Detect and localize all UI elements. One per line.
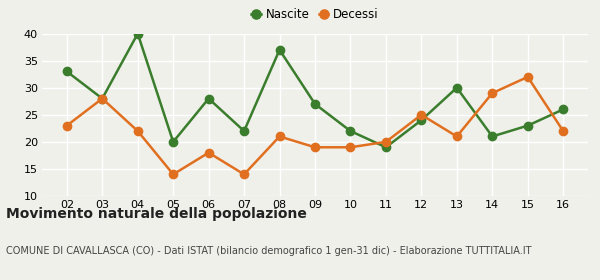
Decessi <box>524 75 532 79</box>
Nascite <box>488 135 496 138</box>
Decessi <box>98 97 106 100</box>
Nascite <box>276 48 283 52</box>
Nascite <box>560 108 567 111</box>
Text: Movimento naturale della popolazione: Movimento naturale della popolazione <box>6 207 307 221</box>
Decessi <box>276 135 283 138</box>
Decessi <box>488 92 496 95</box>
Line: Decessi: Decessi <box>62 73 568 179</box>
Decessi <box>382 140 389 144</box>
Nascite <box>524 124 532 127</box>
Nascite <box>205 97 212 100</box>
Nascite <box>134 32 142 35</box>
Nascite <box>418 118 425 122</box>
Nascite <box>241 129 248 133</box>
Legend: Nascite, Decessi: Nascite, Decessi <box>247 4 383 26</box>
Nascite <box>347 129 354 133</box>
Nascite <box>98 97 106 100</box>
Nascite <box>382 146 389 149</box>
Decessi <box>347 146 354 149</box>
Text: COMUNE DI CAVALLASCA (CO) - Dati ISTAT (bilancio demografico 1 gen-31 dic) - Ela: COMUNE DI CAVALLASCA (CO) - Dati ISTAT (… <box>6 246 532 256</box>
Line: Nascite: Nascite <box>62 29 568 151</box>
Decessi <box>205 151 212 154</box>
Decessi <box>453 135 460 138</box>
Nascite <box>311 102 319 106</box>
Decessi <box>63 124 70 127</box>
Nascite <box>63 70 70 73</box>
Nascite <box>453 86 460 89</box>
Decessi <box>560 129 567 133</box>
Nascite <box>170 140 177 144</box>
Decessi <box>311 146 319 149</box>
Decessi <box>170 173 177 176</box>
Decessi <box>418 113 425 116</box>
Decessi <box>241 173 248 176</box>
Decessi <box>134 129 142 133</box>
